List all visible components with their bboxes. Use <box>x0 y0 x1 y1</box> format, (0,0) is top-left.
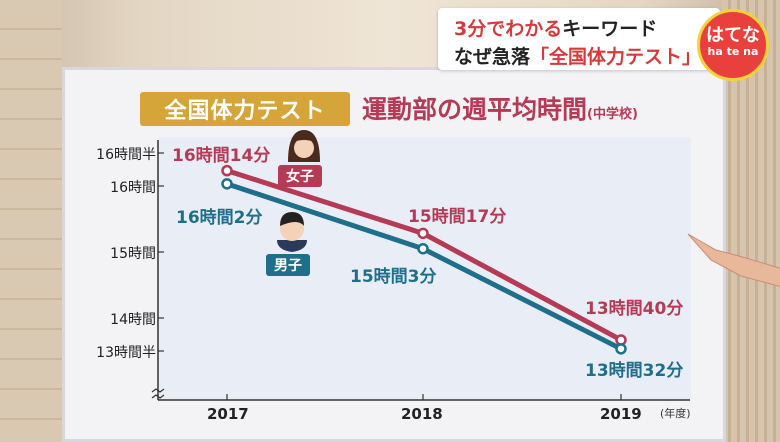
caption-line-2: なぜ急落「全国体力テスト」 <box>454 42 701 69</box>
caption-line-2-topic: 「全国体力テスト」 <box>530 46 702 68</box>
data-point-boys-2019 <box>615 343 627 355</box>
test-name-badge: 全国体力テスト <box>140 92 350 126</box>
hatena-logo-sub: ha te na <box>707 45 759 58</box>
chart-title-sub: (中学校) <box>587 107 638 122</box>
news-caption-box <box>438 8 720 70</box>
y-tick-label: 16時間 <box>110 180 156 196</box>
y-tick-label: 15時間 <box>110 246 156 262</box>
caption-line-1-rest: キーワード <box>562 18 658 40</box>
x-tick-label: 2019 <box>600 405 642 423</box>
boy-avatar <box>277 212 307 252</box>
x-axis-unit: (年度) <box>660 407 691 420</box>
data-label-girls-2018: 15時間17分 <box>408 207 507 227</box>
data-point-girls-2018 <box>417 227 429 240</box>
x-tick-label: 2017 <box>207 405 249 423</box>
y-tick-label: 14時間 <box>110 312 156 328</box>
legend-girls: 女子 <box>278 165 322 187</box>
plot-area <box>158 137 691 399</box>
axis-break-mark <box>151 388 165 399</box>
data-point-boys-2018 <box>417 242 429 255</box>
chart-title: 運動部の週平均時間(中学校) <box>362 90 638 126</box>
caption-line-2-lead: なぜ急落 <box>454 46 531 68</box>
caption-line-1: 3分でわかるキーワード <box>454 14 657 41</box>
caption-line-1-highlight: 3分でわかる <box>454 18 563 40</box>
hatena-logo: はてな ha te na <box>697 9 769 81</box>
data-label-girls-2017: 16時間14分 <box>172 146 271 166</box>
presenter-hand <box>687 233 780 287</box>
studio-background-left <box>0 0 62 442</box>
hatena-logo-main: はてな <box>706 25 760 46</box>
data-label-boys-2018: 15時間3分 <box>350 267 437 287</box>
y-tick-label: 13時間半 <box>96 345 156 361</box>
data-label-girls-2019: 13時間40分 <box>585 299 684 319</box>
girl-avatar <box>288 130 320 162</box>
data-point-girls-2017 <box>221 164 233 177</box>
legend-boys: 男子 <box>266 254 310 276</box>
x-tick-label: 2018 <box>401 405 443 423</box>
data-point-boys-2017 <box>221 178 233 190</box>
y-tick-label: 16時間半 <box>96 147 156 163</box>
chart-title-main: 運動部の週平均時間 <box>362 95 588 124</box>
data-label-boys-2019: 13時間32分 <box>585 361 684 381</box>
data-label-boys-2017: 16時間2分 <box>176 208 263 228</box>
